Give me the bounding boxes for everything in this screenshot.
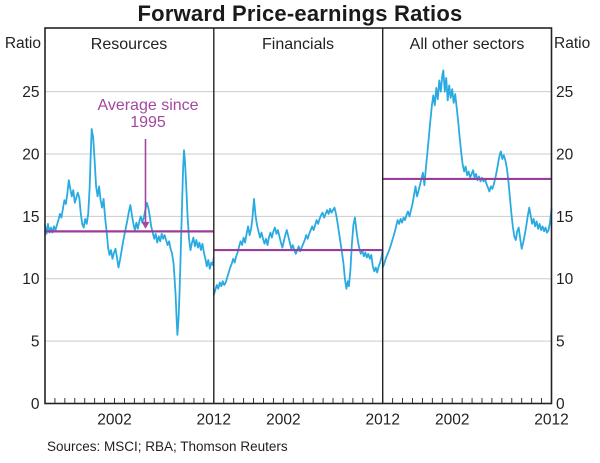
- series-line-2: [381, 69, 553, 269]
- y-axis-unit-left: Ratio: [4, 35, 41, 52]
- x-tick-label: 2012: [365, 412, 399, 429]
- annotation-line-2: 1995: [130, 114, 166, 131]
- x-tick-label: 2002: [97, 412, 131, 429]
- average-since-1995-annotation: Average since 1995: [97, 97, 198, 131]
- panel-label-all-other-sectors: All other sectors: [409, 36, 525, 53]
- panel-label-resources: Resources: [90, 36, 168, 53]
- x-tick-label: 2012: [197, 412, 231, 429]
- chart-title: Forward Price-earnings Ratios: [137, 1, 463, 26]
- series-line-0: [44, 128, 215, 336]
- y-tick-label-right: 5: [556, 334, 565, 351]
- y-tick-label-left: 5: [31, 334, 40, 351]
- y-tick-label-left: 15: [22, 209, 39, 226]
- y-tick-label-left: 10: [22, 271, 40, 288]
- y-tick-label-right: 10: [556, 271, 574, 288]
- x-tick-label: 2002: [435, 412, 469, 429]
- plot-frame: [44, 27, 553, 405]
- panel-label-financials: Financials: [261, 36, 335, 53]
- annotation-arrow-head: [141, 221, 150, 229]
- y-tick-label-left: 20: [22, 146, 40, 163]
- series-line-1: [212, 197, 384, 296]
- y-tick-label-right: 20: [556, 146, 574, 163]
- x-tick-label: 2012: [534, 412, 568, 429]
- x-tick-label: 2002: [266, 412, 300, 429]
- y-tick-label-right: 0: [556, 396, 565, 413]
- y-tick-label-left: 0: [31, 396, 40, 413]
- annotation-line-1: Average since: [97, 97, 199, 114]
- y-tick-label-right: 25: [556, 84, 573, 101]
- y-tick-label-left: 25: [22, 84, 39, 101]
- y-axis-unit-right: Ratio: [554, 35, 591, 52]
- y-tick-label-right: 15: [556, 209, 573, 226]
- sources-note: Sources: MSCI; RBA; Thomson Reuters: [47, 439, 288, 454]
